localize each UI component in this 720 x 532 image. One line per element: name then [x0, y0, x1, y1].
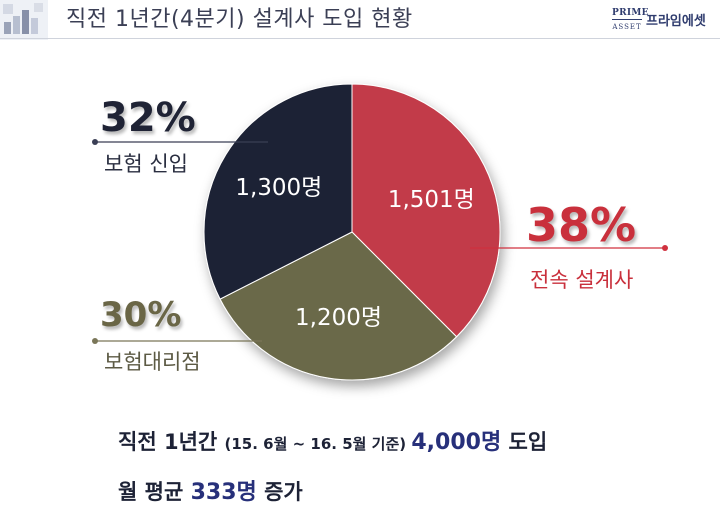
summary-monthly-text: 월 평균	[118, 480, 191, 504]
slice-agency	[219, 231, 458, 381]
slice-insurance-new	[203, 83, 353, 300]
logo-mark: PRIME ASSET	[612, 8, 649, 32]
slice-value-agency: 1,200명	[295, 305, 382, 331]
page-title: 직전 1년간(4분기) 설계사 도입 현황	[66, 7, 413, 32]
logo-text: 프라임에셋	[646, 14, 706, 29]
summary-line-2: 월 평균 333명 증가	[118, 474, 303, 506]
summary-increase-text: 증가	[256, 480, 303, 504]
summary-period-text: 직전 1년간	[118, 430, 225, 454]
summary-line-1: 직전 1년간 (15. 6월 ~ 16. 5월 기준) 4,000명 도입	[118, 424, 547, 456]
header-decoration-icon	[0, 0, 48, 40]
slice-label-agency: 보험대리점	[104, 350, 201, 374]
slice-label-insurance-new: 보험 신입	[104, 152, 188, 176]
leader-line-agency-dot	[92, 338, 98, 344]
pie-chart-area: 1,501명 1,200명 1,300명 32% 보험 신입 38% 전속 설계사 …	[0, 40, 720, 440]
logo-mark-line2: ASSET	[612, 23, 642, 31]
header-divider	[0, 38, 720, 39]
summary-total-count: 4,000명	[411, 430, 502, 455]
slice-value-exclusive-agent: 1,501명	[388, 187, 475, 213]
logo-mark-line1: PRIME	[612, 8, 649, 20]
summary-monthly-count: 333명	[190, 480, 257, 505]
slice-exclusive-agent	[351, 83, 501, 338]
slice-percent-exclusive-agent: 38%	[526, 198, 637, 252]
slice-percent-agency: 30%	[100, 295, 182, 335]
summary-period-range: (15. 6월 ~ 16. 5월 기준)	[224, 435, 412, 453]
slice-percent-insurance-new: 32%	[100, 95, 196, 141]
header: 직전 1년간(4분기) 설계사 도입 현황 PRIME ASSET 프라임에셋	[0, 0, 720, 40]
slice-label-exclusive-agent: 전속 설계사	[530, 268, 634, 292]
summary-intro-text: 도입	[501, 430, 548, 454]
pie-chart: 1,501명 1,200명 1,300명	[92, 83, 668, 381]
leader-line-exclusive-agent-dot	[662, 245, 668, 251]
leader-line-insurance-new-dot	[92, 139, 98, 145]
slice-value-insurance-new: 1,300명	[235, 175, 322, 201]
